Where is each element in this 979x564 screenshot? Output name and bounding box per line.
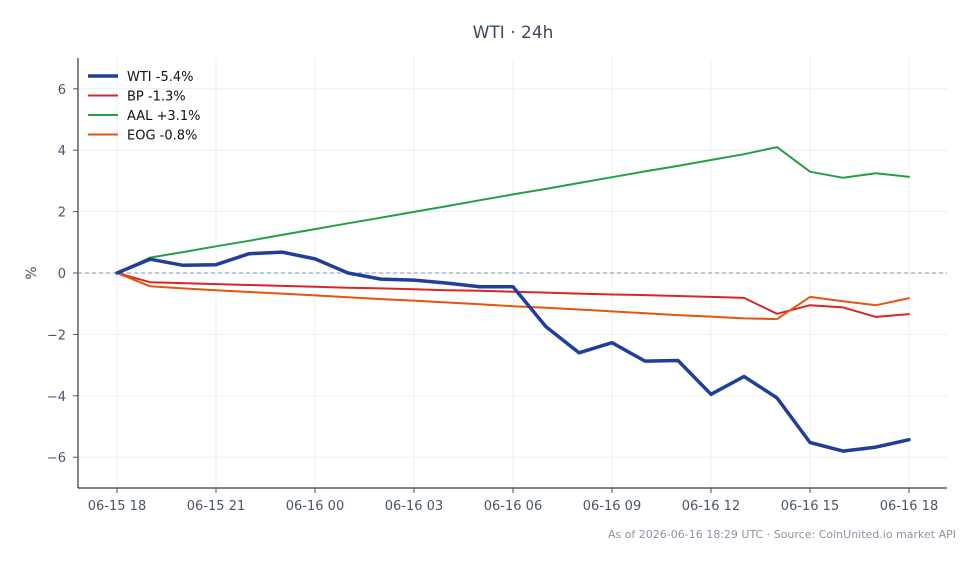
x-tick-label: 06-16 00 [286, 499, 344, 514]
y-tick-label: −4 [47, 390, 66, 405]
source-footer: As of 2026-06-16 18:29 UTC · Source: Coi… [608, 528, 956, 541]
legend-label-wti: WTI -5.4% [127, 70, 193, 85]
x-tick-label: 06-16 06 [484, 499, 542, 514]
series-line-aal [116, 146, 910, 274]
x-tick-label: 06-15 21 [187, 499, 245, 514]
series-line-wti [115, 250, 911, 453]
y-tick-label: 0 [58, 267, 66, 282]
series-line-eog [116, 272, 910, 321]
x-tick-label: 06-16 12 [682, 499, 740, 514]
x-tick-label: 06-16 03 [385, 499, 443, 514]
x-tick-label: 06-16 18 [880, 499, 938, 514]
y-tick-label: 2 [58, 206, 66, 221]
legend-label-eog: EOG -0.8% [127, 129, 197, 144]
legend-label-bp: BP -1.3% [127, 90, 186, 105]
y-tick-label: 4 [58, 144, 66, 159]
x-axis-ticks: 06-15 18 06-15 21 06-16 00 06-16 03 06-16 06… [88, 488, 938, 514]
series-line-bp [116, 272, 910, 318]
x-tick-label: 06-16 15 [781, 499, 839, 514]
series-lines [115, 146, 911, 453]
x-tick-label: 06-16 09 [583, 499, 641, 514]
y-tick-label: 6 [58, 83, 66, 98]
y-tick-label: −6 [47, 451, 66, 466]
y-tick-label: −2 [47, 328, 66, 343]
y-axis-label: % [24, 266, 40, 279]
grid [78, 58, 947, 488]
y-axis-ticks: 6 4 2 0 −2 −4 −6 [47, 83, 78, 466]
chart-title: WTI · 24h [473, 23, 554, 43]
legend-label-aal: AAL +3.1% [127, 109, 200, 124]
legend: WTI -5.4% BP -1.3% AAL +3.1% EOG -0.8% [88, 70, 200, 144]
x-tick-label: 06-15 18 [88, 499, 146, 514]
